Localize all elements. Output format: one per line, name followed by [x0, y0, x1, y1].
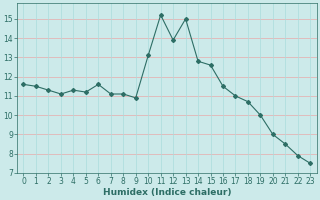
- X-axis label: Humidex (Indice chaleur): Humidex (Indice chaleur): [103, 188, 231, 197]
